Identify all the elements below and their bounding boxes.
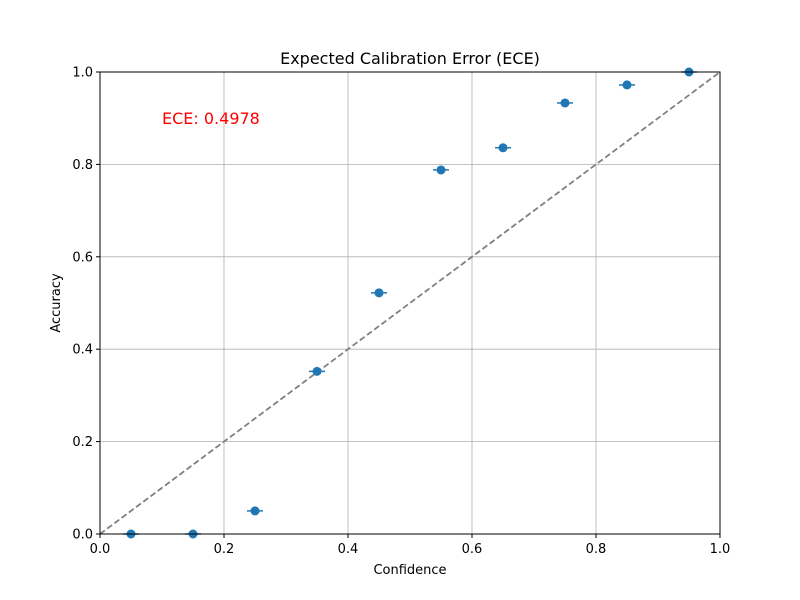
x-tick-label: 0.6 bbox=[462, 542, 483, 557]
x-axis-label: Confidence bbox=[373, 563, 446, 578]
y-tick-label: 0.2 bbox=[72, 435, 93, 450]
plot-frame bbox=[99, 71, 721, 535]
data-point bbox=[250, 506, 260, 516]
data-point bbox=[436, 165, 446, 175]
ece-annotation: ECE: 0.4978 bbox=[162, 109, 260, 128]
chart-title: Expected Calibration Error (ECE) bbox=[280, 49, 540, 68]
x-tick-label: 1.0 bbox=[710, 542, 731, 557]
data-point bbox=[312, 366, 322, 376]
y-tick-label: 0.4 bbox=[72, 343, 93, 358]
y-tick-label: 1.0 bbox=[72, 66, 93, 81]
ticks-layer: 0.0 0.2 0.4 0.6 0.8 1.0 0.0 0.2 0.4 0.6 0.8 1.0 bbox=[72, 66, 730, 558]
x-tick-label: 0.0 bbox=[90, 542, 111, 557]
data-point bbox=[498, 143, 508, 153]
x-tick-label: 0.8 bbox=[586, 542, 607, 557]
data-point bbox=[622, 80, 632, 90]
y-tick-label: 0.8 bbox=[72, 158, 93, 173]
y-tick-label: 0.6 bbox=[72, 250, 93, 265]
data-point bbox=[560, 98, 570, 108]
y-axis-label: Accuracy bbox=[49, 273, 64, 333]
points-layer bbox=[123, 67, 697, 539]
y-tick-label: 0.0 bbox=[72, 528, 93, 543]
x-tick-label: 0.4 bbox=[338, 542, 359, 557]
perfect-calibration-line bbox=[99, 71, 721, 535]
data-point bbox=[374, 288, 384, 298]
reference-layer bbox=[99, 71, 721, 535]
x-tick-label: 0.2 bbox=[214, 542, 235, 557]
